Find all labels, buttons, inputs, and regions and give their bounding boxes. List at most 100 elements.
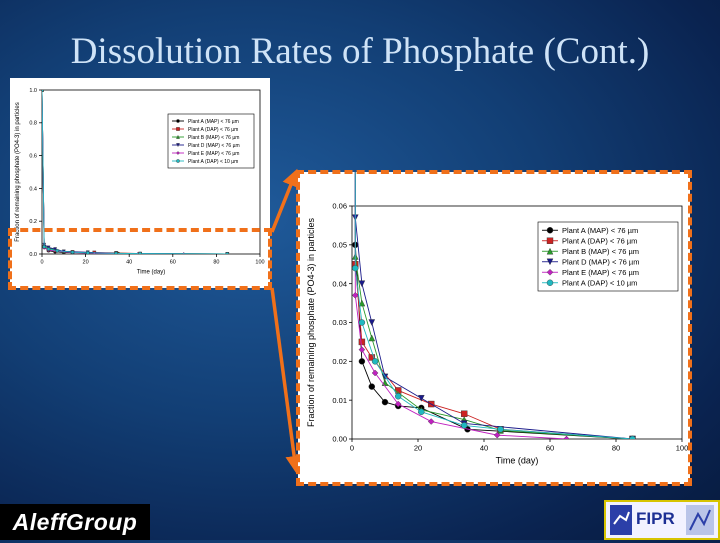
y-tick-label: 0.02 xyxy=(332,357,347,366)
data-point xyxy=(358,346,366,353)
data-point xyxy=(358,338,366,346)
data-point xyxy=(358,280,366,288)
y-tick-label: 0.4 xyxy=(29,186,37,192)
legend-marker xyxy=(546,227,554,234)
x-axis-label: Time (day) xyxy=(137,270,165,276)
legend-marker xyxy=(546,247,554,255)
y-tick-label: 1.0 xyxy=(29,88,37,94)
legend-marker xyxy=(176,151,180,155)
data-point xyxy=(460,422,468,429)
legend-label: Plant A (DAP) < 76 µm xyxy=(562,236,637,245)
data-point xyxy=(225,252,230,254)
data-point xyxy=(371,358,379,365)
fipr-logo: FIPR xyxy=(604,500,720,540)
data-point xyxy=(55,248,60,253)
y-tick-label: 0.01 xyxy=(332,396,347,405)
legend-marker xyxy=(546,237,554,244)
data-point xyxy=(563,435,570,439)
x-tick-label: 60 xyxy=(546,444,554,453)
legend-marker xyxy=(546,268,554,276)
series-line xyxy=(354,172,567,439)
data-point xyxy=(427,418,435,425)
slide-title: Dissolution Rates of Phosphate (Cont.) xyxy=(70,31,650,72)
data-point xyxy=(394,393,402,400)
data-point xyxy=(381,379,389,386)
data-point xyxy=(114,251,118,254)
data-point xyxy=(42,244,46,249)
y-axis-label: Fraction of remaining phosphate (PO4-3) … xyxy=(306,217,316,427)
legend-label: Plant B (MAP) < 76 µm xyxy=(188,135,239,141)
data-point xyxy=(497,426,504,433)
x-tick-label: 0 xyxy=(350,444,354,453)
x-tick-label: 40 xyxy=(126,260,132,266)
data-point xyxy=(53,247,58,252)
y-tick-label: 0.03 xyxy=(332,318,347,327)
legend-marker xyxy=(176,127,180,131)
legend xyxy=(167,113,255,169)
data-point xyxy=(46,247,51,251)
data-point xyxy=(371,369,379,377)
data-point xyxy=(70,250,75,254)
series-line xyxy=(42,90,184,254)
legend-label: Plant B (MAP) < 76 µm xyxy=(562,247,639,256)
data-point xyxy=(358,299,366,307)
legend-marker xyxy=(176,134,180,139)
data-point xyxy=(368,319,376,326)
legend-label: Plant E (MAP) < 76 µm xyxy=(188,151,239,157)
x-tick-label: 20 xyxy=(83,260,89,266)
data-point xyxy=(85,251,90,254)
legend-label: Plant E (MAP) < 76 µm xyxy=(562,268,639,277)
data-point xyxy=(418,408,425,416)
x-tick-label: 0 xyxy=(40,260,43,266)
legend-marker xyxy=(176,159,180,163)
legend-label: Plant D (MAP) < 76 µm xyxy=(562,257,639,266)
overview-chart-panel: 0 20 40 60 80 100 0.0 0.2 0.4 0.6 0.8 1.0 Time (day)… xyxy=(10,78,270,288)
legend-label: Plant D (MAP) < 76 µm xyxy=(188,143,240,149)
data-point xyxy=(381,398,389,406)
x-tick-label: 20 xyxy=(414,444,422,453)
y-axis-label: Fraction of remaining phosphate (PO4-3) … xyxy=(15,102,21,241)
legend-label: Plant A (DAP) < 10 µm xyxy=(188,159,238,165)
y-tick-label: 0.0 xyxy=(29,252,37,258)
data-point xyxy=(352,292,359,299)
legend-label: Plant A (DAP) < 10 µm xyxy=(562,278,637,287)
legend-marker xyxy=(546,279,554,286)
zoomed-chart: 0 20 40 60 80 100 0.00 0.01 0.02 0.03 0.04 0.05 0.06… xyxy=(306,172,689,466)
y-tick-label: 0.2 xyxy=(29,219,37,225)
data-point xyxy=(493,431,501,439)
legend-marker xyxy=(546,258,554,266)
legend xyxy=(537,221,679,292)
zoomed-chart-panel: 0 20 40 60 80 100 0.00 0.01 0.02 0.03 0.04 0.05 0.06… xyxy=(298,172,690,484)
svg-text:FIPR: FIPR xyxy=(636,509,675,528)
y-tick-label: 0.05 xyxy=(332,240,347,249)
y-tick-label: 0.6 xyxy=(29,154,37,160)
data-point xyxy=(42,90,44,92)
legend-label: Plant A (DAP) < 76 µm xyxy=(188,127,238,133)
y-tick-label: 0.00 xyxy=(332,435,347,444)
data-point xyxy=(368,383,376,390)
data-point xyxy=(368,334,376,342)
y-tick-label: 0.06 xyxy=(332,202,347,211)
legend-label: Plant A (MAP) < 76 µm xyxy=(562,226,638,235)
data-point xyxy=(629,435,636,439)
series-line xyxy=(354,172,633,439)
data-point xyxy=(358,358,366,365)
legend-marker xyxy=(176,119,180,123)
x-tick-label: 60 xyxy=(170,260,176,266)
x-tick-label: 80 xyxy=(213,260,219,266)
y-tick-label: 0.04 xyxy=(332,279,347,288)
aleff-group-logo: AleffGroup xyxy=(0,504,150,540)
data-point xyxy=(460,410,468,417)
x-tick-label: 100 xyxy=(255,260,264,266)
data-point xyxy=(138,251,142,254)
x-tick-label: 100 xyxy=(676,444,689,453)
data-point xyxy=(358,319,366,326)
data-point xyxy=(394,400,402,408)
data-point xyxy=(352,264,359,272)
overview-chart: 0 20 40 60 80 100 0.0 0.2 0.4 0.6 0.8 1.0 Time (day)… xyxy=(15,88,265,276)
zoom-arrow-bottom xyxy=(270,287,303,474)
zoom-arrow-top xyxy=(270,168,299,233)
data-point xyxy=(417,395,425,402)
x-tick-label: 40 xyxy=(480,444,488,453)
legend-marker xyxy=(176,143,180,148)
